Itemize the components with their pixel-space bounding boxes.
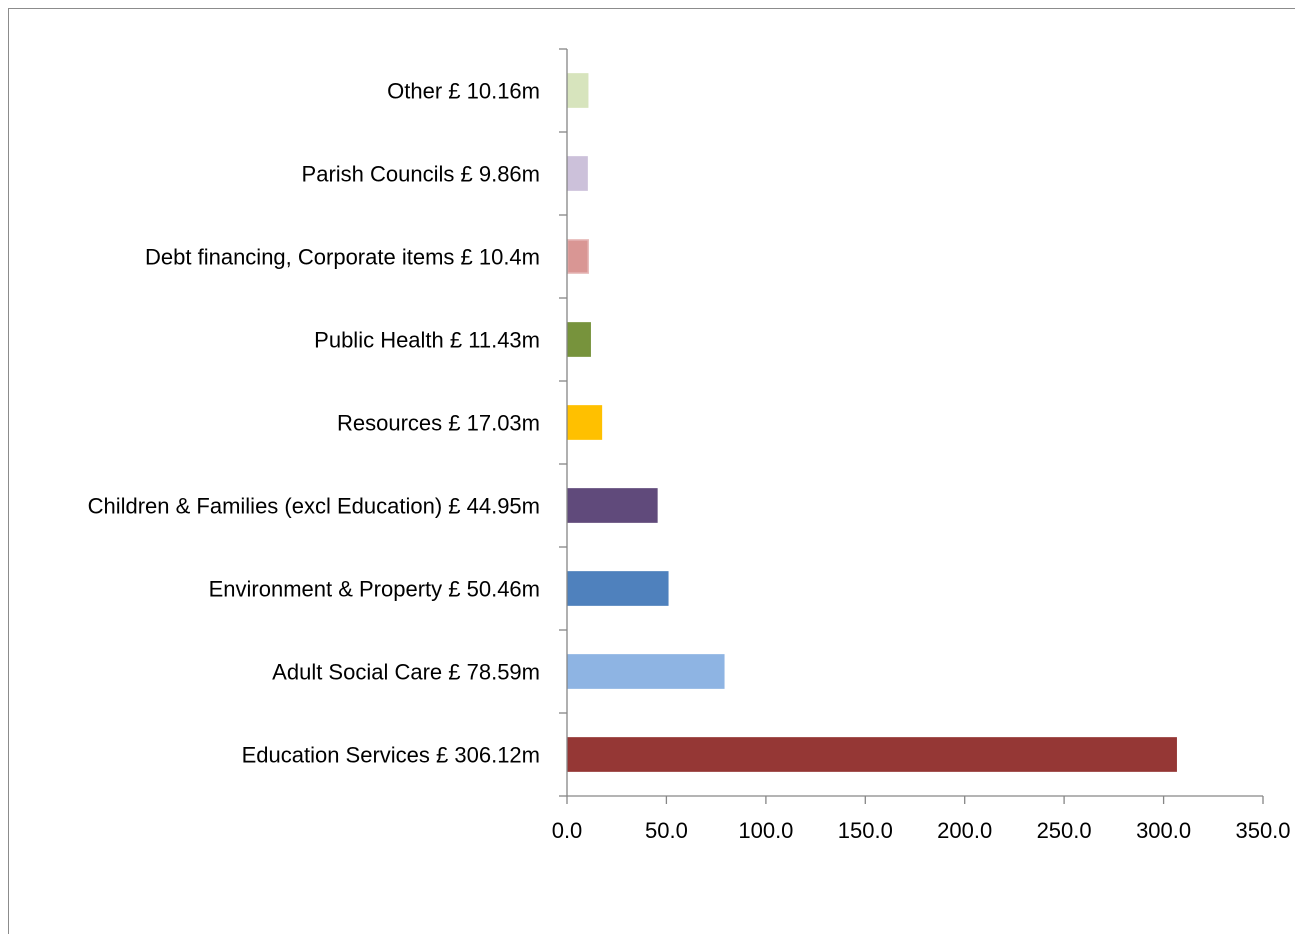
bar xyxy=(566,156,588,191)
x-tick-label: 300.0 xyxy=(1136,818,1191,843)
category-label: Adult Social Care £ 78.59m xyxy=(272,660,540,685)
bar xyxy=(566,239,589,274)
category-label: Other £ 10.16m xyxy=(387,79,540,104)
category-label: Environment & Property £ 50.46m xyxy=(209,577,540,602)
bar-chart: Education Services £ 306.12m Adult Social… xyxy=(88,48,1291,844)
bar xyxy=(566,405,603,440)
x-tick-label: 100.0 xyxy=(738,818,793,843)
category-label: Parish Councils £ 9.86m xyxy=(302,162,540,187)
labels-layer: Education Services £ 306.12m Adult Social… xyxy=(88,79,1291,844)
x-tick-label: 350.0 xyxy=(1235,818,1290,843)
category-label: Resources £ 17.03m xyxy=(337,411,540,436)
category-label: Debt financing, Corporate items £ 10.4m xyxy=(145,245,540,270)
x-tick-label: 50.0 xyxy=(645,818,688,843)
chart-area: Education Services £ 306.12m Adult Social… xyxy=(8,8,1295,934)
bar xyxy=(566,654,725,689)
x-tick-label: 150.0 xyxy=(838,818,893,843)
axes-layer xyxy=(559,48,1264,804)
bar xyxy=(566,73,589,108)
x-tick-label: 250.0 xyxy=(1037,818,1092,843)
bar xyxy=(566,488,658,523)
category-label: Public Health £ 11.43m xyxy=(314,328,540,353)
x-tick-label: 0.0 xyxy=(552,818,583,843)
x-tick-label: 200.0 xyxy=(937,818,992,843)
bar xyxy=(566,737,1177,772)
bars-layer xyxy=(566,73,1177,772)
bar xyxy=(566,571,669,606)
category-label: Education Services £ 306.12m xyxy=(242,743,540,768)
bar xyxy=(566,322,591,357)
category-label: Children & Families (excl Education) £ 4… xyxy=(88,494,540,519)
